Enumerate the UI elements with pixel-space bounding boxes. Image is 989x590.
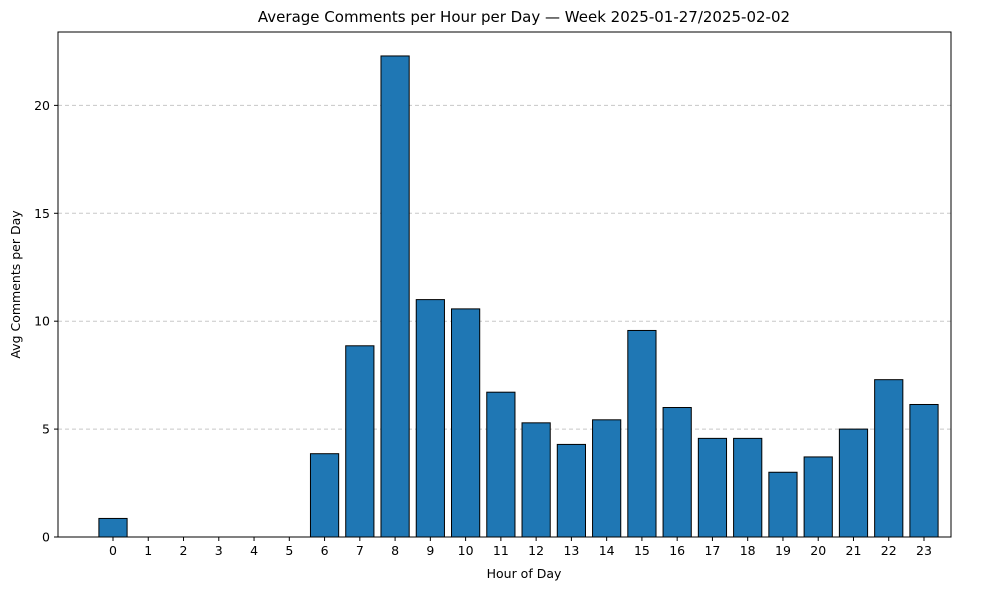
x-tick-label: 20	[810, 543, 826, 558]
x-tick-label: 5	[285, 543, 293, 558]
x-tick-label: 1	[144, 543, 152, 558]
y-tick-label: 15	[34, 206, 50, 221]
bar	[662, 407, 692, 538]
x-tick-label: 4	[250, 543, 258, 558]
y-tick-label: 0	[42, 530, 50, 545]
chart-title: Average Comments per Hour per Day — Week…	[258, 8, 790, 26]
x-tick-label: 13	[563, 543, 579, 558]
bar	[451, 308, 481, 538]
bar	[874, 379, 904, 538]
x-tick-label: 23	[916, 543, 932, 558]
plot-frame	[57, 31, 952, 538]
x-tick-label: 19	[775, 543, 791, 558]
bar	[627, 329, 657, 538]
x-tick-label: 3	[215, 543, 223, 558]
bar	[697, 437, 728, 538]
x-tick-label: 10	[458, 543, 474, 558]
x-tick-label: 2	[180, 543, 188, 558]
x-tick-label: 7	[356, 543, 364, 558]
y-tick-label: 5	[42, 422, 50, 437]
bar	[486, 391, 516, 538]
bar	[556, 443, 586, 538]
y-axis-label: Avg Comments per Day	[8, 210, 23, 359]
y-tick-label: 10	[34, 314, 50, 329]
grid-lines	[58, 104, 951, 430]
bar	[309, 453, 340, 538]
bar	[521, 422, 551, 538]
x-axis-ticks: 0 1 2 3 4 5 6 7 8 9 10 11 12 13 14 15 16 17 18 19 20 21 22 23	[109, 537, 932, 558]
x-tick-label: 9	[426, 543, 434, 558]
x-tick-label: 17	[704, 543, 720, 558]
x-tick-label: 11	[493, 543, 509, 558]
bar	[768, 471, 798, 538]
x-tick-label: 14	[599, 543, 615, 558]
x-tick-label: 6	[321, 543, 329, 558]
y-axis-ticks: 0 5 10 15 20	[34, 98, 58, 545]
bar	[803, 456, 833, 538]
x-tick-label: 15	[634, 543, 650, 558]
x-tick-label: 21	[846, 543, 862, 558]
bar	[345, 345, 375, 538]
x-tick-label: 12	[528, 543, 544, 558]
x-tick-label: 18	[740, 543, 756, 558]
bar	[733, 437, 763, 538]
x-tick-label: 0	[109, 543, 117, 558]
bar	[380, 55, 410, 538]
y-tick-label: 20	[34, 98, 50, 113]
bar	[592, 419, 622, 538]
bar	[98, 517, 128, 538]
bar	[838, 428, 869, 538]
x-tick-label: 22	[881, 543, 897, 558]
bars	[98, 55, 939, 538]
bar	[415, 299, 445, 538]
x-tick-label: 8	[391, 543, 399, 558]
x-axis-label: Hour of Day	[487, 566, 562, 581]
x-tick-label: 16	[669, 543, 685, 558]
bar	[909, 403, 939, 538]
